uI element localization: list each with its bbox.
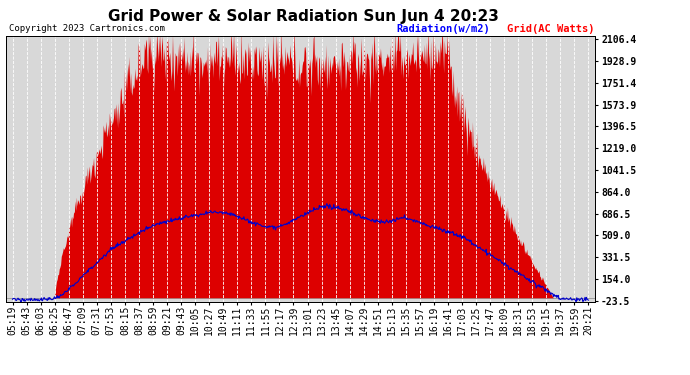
Text: Grid(AC Watts): Grid(AC Watts) [507,24,595,34]
Text: Grid Power & Solar Radiation Sun Jun 4 20:23: Grid Power & Solar Radiation Sun Jun 4 2… [108,9,499,24]
Text: Copyright 2023 Cartronics.com: Copyright 2023 Cartronics.com [9,24,165,33]
Text: Radiation(w/m2): Radiation(w/m2) [397,24,491,34]
